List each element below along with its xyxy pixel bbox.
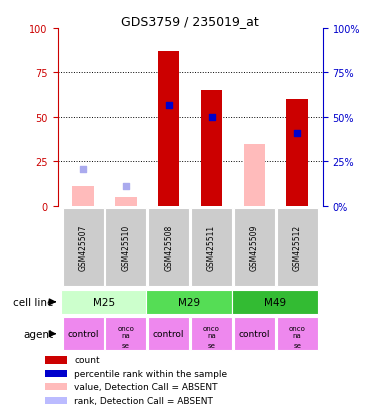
Bar (45, 370, 67, 377)
Text: onco
na: onco na (118, 326, 134, 339)
Bar (45, 397, 67, 404)
Text: M49: M49 (264, 297, 286, 307)
Bar (63, 209, 104, 286)
Bar (115, 198, 137, 206)
Point (123, 184, 129, 190)
Text: onco
na: onco na (289, 326, 306, 339)
Text: se: se (293, 342, 301, 348)
Bar (61, 290, 147, 314)
Bar (286, 100, 308, 206)
Bar (244, 145, 265, 206)
Bar (63, 318, 104, 350)
Title: GDS3759 / 235019_at: GDS3759 / 235019_at (121, 15, 259, 28)
Text: control: control (153, 330, 184, 338)
Text: GSM425512: GSM425512 (293, 225, 302, 271)
Text: M25: M25 (93, 297, 115, 307)
Text: GSM425509: GSM425509 (250, 224, 259, 271)
Bar (72, 187, 94, 206)
Bar (191, 209, 232, 286)
Text: count: count (74, 356, 100, 365)
Bar (232, 290, 318, 314)
Text: GSM425508: GSM425508 (164, 225, 173, 271)
Bar (105, 209, 147, 286)
Bar (191, 318, 232, 350)
Text: value, Detection Call = ABSENT: value, Detection Call = ABSENT (74, 382, 218, 392)
Bar (148, 209, 189, 286)
Text: percentile rank within the sample: percentile rank within the sample (74, 369, 227, 378)
Text: GSM425511: GSM425511 (207, 225, 216, 271)
Point (294, 131, 300, 137)
Text: GSM425510: GSM425510 (121, 225, 131, 271)
Bar (147, 290, 232, 314)
Point (166, 102, 172, 109)
Text: control: control (68, 330, 99, 338)
Text: onco
na: onco na (203, 326, 220, 339)
Bar (148, 318, 189, 350)
Bar (45, 356, 67, 364)
Text: cell line: cell line (13, 297, 54, 307)
Text: GSM425507: GSM425507 (79, 224, 88, 271)
Bar (158, 52, 180, 206)
Point (80, 166, 86, 173)
Bar (45, 383, 67, 391)
Text: rank, Detection Call = ABSENT: rank, Detection Call = ABSENT (74, 396, 213, 405)
Bar (234, 318, 275, 350)
Bar (234, 209, 275, 286)
Text: M29: M29 (178, 297, 200, 307)
Text: se: se (208, 342, 216, 348)
Text: se: se (122, 342, 130, 348)
Text: agent: agent (24, 329, 54, 339)
Bar (105, 318, 147, 350)
Bar (276, 209, 318, 286)
Bar (276, 318, 318, 350)
Point (209, 114, 214, 121)
Text: control: control (239, 330, 270, 338)
Bar (201, 91, 222, 206)
